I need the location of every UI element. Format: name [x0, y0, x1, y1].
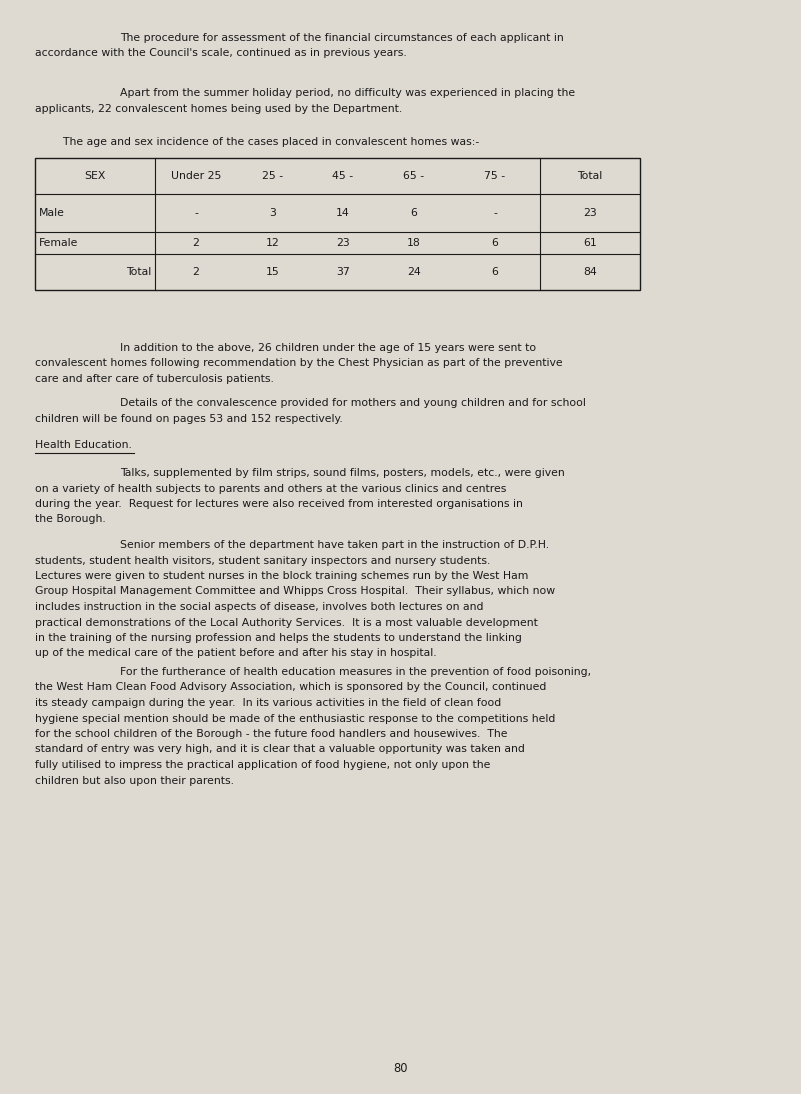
- Text: 2: 2: [192, 238, 199, 248]
- Text: the Borough.: the Borough.: [35, 514, 106, 524]
- Text: its steady campaign during the year.  In its various activities in the field of : its steady campaign during the year. In …: [35, 698, 501, 708]
- Text: on a variety of health subjects to parents and others at the various clinics and: on a variety of health subjects to paren…: [35, 484, 506, 493]
- Text: Total: Total: [578, 171, 602, 181]
- Text: 3: 3: [269, 208, 276, 218]
- Text: SEX: SEX: [84, 171, 106, 181]
- Text: 23: 23: [336, 238, 350, 248]
- Text: children will be found on pages 53 and 152 respectively.: children will be found on pages 53 and 1…: [35, 414, 343, 423]
- Text: Male: Male: [39, 208, 65, 218]
- Text: 6: 6: [492, 238, 498, 248]
- Text: The age and sex incidence of the cases placed in convalescent homes was:-: The age and sex incidence of the cases p…: [35, 137, 479, 147]
- Text: 65 -: 65 -: [404, 171, 425, 181]
- Text: children but also upon their parents.: children but also upon their parents.: [35, 776, 234, 785]
- Text: care and after care of tuberculosis patients.: care and after care of tuberculosis pati…: [35, 374, 274, 384]
- Text: 2: 2: [192, 267, 199, 277]
- Text: during the year.  Request for lectures were also received from interested organi: during the year. Request for lectures we…: [35, 499, 523, 509]
- Text: Lectures were given to student nurses in the block training schemes run by the W: Lectures were given to student nurses in…: [35, 571, 529, 581]
- Text: 12: 12: [266, 238, 280, 248]
- Text: practical demonstrations of the Local Authority Services.  It is a most valuable: practical demonstrations of the Local Au…: [35, 617, 538, 628]
- Text: Under 25: Under 25: [171, 171, 221, 181]
- Text: 6: 6: [492, 267, 498, 277]
- Text: the West Ham Clean Food Advisory Association, which is sponsored by the Council,: the West Ham Clean Food Advisory Associa…: [35, 683, 546, 693]
- Text: convalescent homes following recommendation by the Chest Physician as part of th: convalescent homes following recommendat…: [35, 359, 562, 369]
- Text: students, student health visitors, student sanitary inspectors and nursery stude: students, student health visitors, stude…: [35, 556, 490, 566]
- Text: -: -: [194, 208, 198, 218]
- Bar: [35, 158, 640, 290]
- Text: 75 -: 75 -: [485, 171, 505, 181]
- Text: 37: 37: [336, 267, 350, 277]
- Text: for the school children of the Borough - the future food handlers and housewives: for the school children of the Borough -…: [35, 729, 508, 740]
- Text: Total: Total: [126, 267, 151, 277]
- Text: Female: Female: [39, 238, 78, 248]
- Text: 24: 24: [407, 267, 421, 277]
- Text: includes instruction in the social aspects of disease, involves both lectures on: includes instruction in the social aspec…: [35, 602, 484, 612]
- Text: Apart from the summer holiday period, no difficulty was experienced in placing t: Apart from the summer holiday period, no…: [120, 88, 575, 98]
- Text: Health Education.: Health Education.: [35, 440, 132, 450]
- Text: standard of entry was very high, and it is clear that a valuable opportunity was: standard of entry was very high, and it …: [35, 745, 525, 755]
- Text: 18: 18: [407, 238, 421, 248]
- Text: Details of the convalescence provided for mothers and young children and for sch: Details of the convalescence provided fo…: [120, 398, 586, 408]
- Text: 61: 61: [583, 238, 597, 248]
- Text: The procedure for assessment of the financial circumstances of each applicant in: The procedure for assessment of the fina…: [120, 33, 564, 43]
- Text: Senior members of the department have taken part in the instruction of D.P.H.: Senior members of the department have ta…: [120, 540, 549, 550]
- Text: up of the medical care of the patient before and after his stay in hospital.: up of the medical care of the patient be…: [35, 649, 437, 659]
- Text: in the training of the nursing profession and helps the students to understand t: in the training of the nursing professio…: [35, 633, 522, 643]
- Text: accordance with the Council's scale, continued as in previous years.: accordance with the Council's scale, con…: [35, 48, 407, 58]
- Text: 45 -: 45 -: [332, 171, 353, 181]
- Text: applicants, 22 convalescent homes being used by the Department.: applicants, 22 convalescent homes being …: [35, 104, 402, 114]
- Text: Group Hospital Management Committee and Whipps Cross Hospital.  Their syllabus, : Group Hospital Management Committee and …: [35, 586, 555, 596]
- Text: 80: 80: [393, 1062, 408, 1075]
- Text: 14: 14: [336, 208, 350, 218]
- Text: For the furtherance of health education measures in the prevention of food poiso: For the furtherance of health education …: [120, 667, 591, 677]
- Text: Talks, supplemented by film strips, sound films, posters, models, etc., were giv: Talks, supplemented by film strips, soun…: [120, 468, 565, 478]
- Text: In addition to the above, 26 children under the age of 15 years were sent to: In addition to the above, 26 children un…: [120, 344, 536, 353]
- Text: 25 -: 25 -: [262, 171, 283, 181]
- Text: 23: 23: [583, 208, 597, 218]
- Text: -: -: [493, 208, 497, 218]
- Text: 6: 6: [411, 208, 417, 218]
- Text: hygiene special mention should be made of the enthusiastic response to the compe: hygiene special mention should be made o…: [35, 713, 555, 723]
- Text: fully utilised to impress the practical application of food hygiene, not only up: fully utilised to impress the practical …: [35, 760, 490, 770]
- Text: 15: 15: [266, 267, 280, 277]
- Text: 84: 84: [583, 267, 597, 277]
